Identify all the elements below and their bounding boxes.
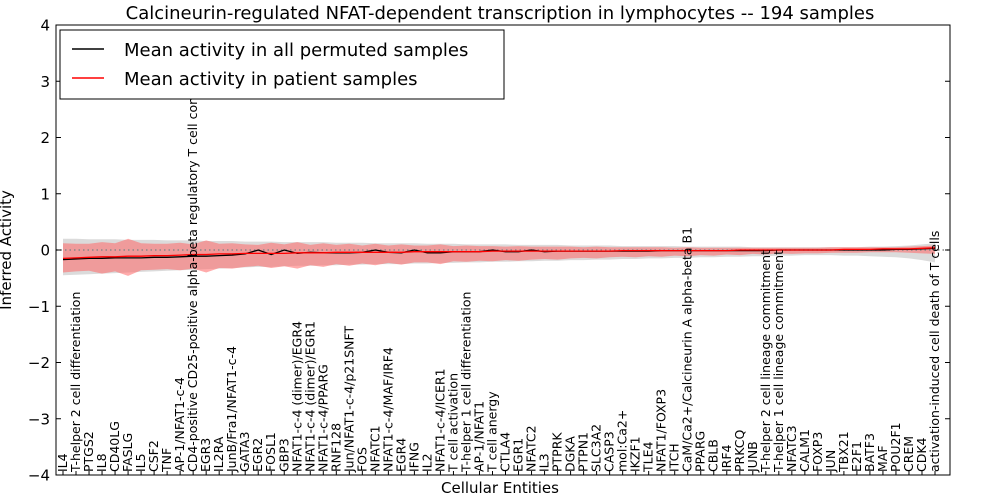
x-tick-label: NFATC1 <box>367 425 382 472</box>
x-tick-label: EGR3 <box>198 438 213 472</box>
x-tick-label: CREM <box>901 436 916 472</box>
x-tick-label: IL5 <box>133 453 148 472</box>
x-tick-label: SLC3A2 <box>589 424 604 472</box>
x-tick-label: Jun/NFAT1-c-4/p21SNFT <box>341 326 356 473</box>
x-tick-label: T cell anergy <box>484 391 499 473</box>
x-tick-label: IL2RA <box>211 436 226 472</box>
x-tick-label: FOXP3 <box>810 432 825 472</box>
x-tick-label: NFAT1-c-4/MAF/IRF4 <box>380 347 395 472</box>
x-tick-label: TLE4 <box>641 442 656 473</box>
x-tick-label: IKZF1 <box>628 436 643 472</box>
x-tick-label: IFNG <box>406 442 421 472</box>
x-tick-label: PPARG <box>693 431 708 472</box>
x-tick-label: EGR2 <box>250 438 265 472</box>
x-tick-label: POU2F1 <box>888 422 903 472</box>
x-tick-label: PTGS2 <box>81 431 96 472</box>
x-tick-label: PRKCQ <box>732 430 747 472</box>
legend: Mean activity in all permuted samples Me… <box>59 29 505 100</box>
x-tick-label: T cell activation <box>445 373 460 473</box>
x-tick-label: FOSL1 <box>263 432 278 472</box>
y-tick-label: −3 <box>28 410 50 428</box>
x-tick-label: CTLA4 <box>498 432 513 472</box>
x-tick-label: CALM1 <box>797 429 812 472</box>
y-tick-label: −1 <box>28 298 50 316</box>
legend-label-permuted: Mean activity in all permuted samples <box>124 40 468 61</box>
x-tick-label: NFAT1-c-4 (dimer)/EGR4 <box>289 321 304 472</box>
y-tick-label: 2 <box>40 129 50 147</box>
x-tick-label: IL8 <box>94 453 109 472</box>
x-tick-label: T-helper 1 cell lineage commitment <box>771 250 786 473</box>
x-tick-label: CD4-positive CD25-positive alpha-beta re… <box>185 39 200 472</box>
x-tick-label: GBP3 <box>276 438 291 472</box>
x-tick-label: TBX21 <box>836 431 851 473</box>
x-tick-label: JunB/Fra1/NFAT1-c-4 <box>224 346 239 473</box>
band-patient <box>63 238 935 276</box>
y-tick-label: 0 <box>40 242 50 260</box>
x-tick-label: E2F1 <box>849 441 864 472</box>
x-tick-label: GATA3 <box>237 432 252 472</box>
x-tick-label: T-helper 1 cell differentiation <box>458 292 473 473</box>
x-tick-label: NFAT1-c-4/ICER1 <box>432 368 447 472</box>
x-tick-label: TNF <box>159 448 174 473</box>
y-axis-ticks: −4 −3 −2 −1 0 1 2 3 4 <box>28 17 950 485</box>
spread-bands <box>63 238 935 276</box>
x-tick-label: IL3 <box>537 453 552 472</box>
y-tick-label: 4 <box>40 17 50 35</box>
x-tick-label: CBLB <box>706 439 721 472</box>
x-tick-label: AP-1/NFAT1-c-4 <box>172 377 187 472</box>
x-tick-label: JUN <box>823 450 838 473</box>
x-tick-label: IL4 <box>55 453 70 472</box>
x-tick-label: NFATC2 <box>524 425 539 472</box>
chart-title: Calcineurin-regulated NFAT-dependent tra… <box>126 3 875 24</box>
x-tick-label: CASP3 <box>602 431 617 472</box>
x-tick-label: ITCH <box>667 443 682 472</box>
x-tick-label: CaM/Ca2+/Calcineurin A alpha-beta B1 <box>680 227 695 472</box>
x-tick-label: IRF4 <box>719 444 734 472</box>
x-tick-label: IL2 <box>419 453 434 472</box>
y-tick-label: 1 <box>40 185 50 203</box>
x-tick-label: EGR1 <box>511 438 526 472</box>
x-tick-label: FOS <box>354 447 369 472</box>
x-tick-label: BATF3 <box>862 433 877 472</box>
x-tick-label: mol:Ca2+ <box>615 410 630 472</box>
x-tick-label: EGR4 <box>393 438 408 472</box>
x-tick-label: T-helper 2 cell lineage commitment <box>758 250 773 473</box>
x-tick-label: RNF128 <box>328 423 343 472</box>
x-tick-label: PTPN1 <box>576 432 591 472</box>
x-tick-label: PTPRK <box>550 432 565 472</box>
x-tick-label: NFAT1-c-4 (dimer)/EGR1 <box>302 321 317 472</box>
x-tick-label: FASLG <box>120 433 135 472</box>
x-tick-label: MAF <box>875 445 890 472</box>
legend-box <box>59 29 505 100</box>
legend-label-patient: Mean activity in patient samples <box>124 69 418 90</box>
series-line-patient <box>62 247 936 260</box>
x-axis-label: Cellular Entities <box>441 479 559 497</box>
y-tick-label: −4 <box>28 467 50 485</box>
x-tick-label: activation-induced cell death of T cells <box>927 231 942 472</box>
x-tick-label: NFAT1-c-4/PPARG <box>315 364 330 472</box>
x-tick-label: CSF2 <box>146 440 161 472</box>
series-lines <box>62 247 936 261</box>
x-tick-label: T-helper 2 cell differentiation <box>68 292 83 473</box>
y-axis-label: Inferred Activity <box>0 190 15 310</box>
y-tick-label: −2 <box>28 354 50 372</box>
x-tick-label: NFATC3 <box>784 425 799 472</box>
x-tick-label: NFAT1/FOXP3 <box>654 389 669 472</box>
x-tick-label: AP-1/NFAT1 <box>471 401 486 472</box>
y-tick-label: 3 <box>40 73 50 91</box>
x-tick-label: DGKA <box>563 436 578 472</box>
x-tick-label: CD40LG <box>107 421 122 472</box>
x-tick-label: JUNB <box>745 441 760 473</box>
x-tick-label: CDK4 <box>914 437 929 472</box>
